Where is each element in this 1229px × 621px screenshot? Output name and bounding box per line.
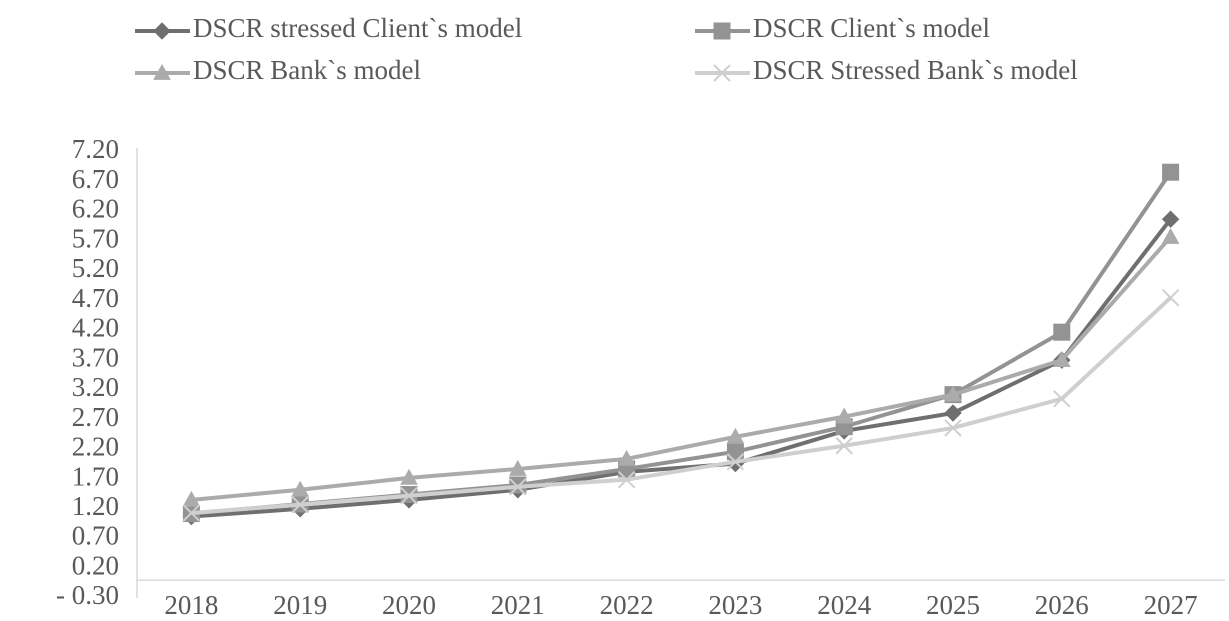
x-tick-label: 2027 xyxy=(1144,590,1198,620)
legend-marker xyxy=(713,64,731,82)
y-tick-label: 6.70 xyxy=(72,164,119,194)
point-marker xyxy=(726,427,745,444)
point-marker xyxy=(291,495,309,514)
y-tick-label: 1.20 xyxy=(72,491,119,521)
x-tick-label: 2025 xyxy=(926,590,980,620)
legend-label: DSCR Client`s model xyxy=(753,13,990,43)
legend-marker xyxy=(153,22,171,40)
y-tick-label: 1.70 xyxy=(72,461,119,491)
x-tick-label: 2026 xyxy=(1035,590,1089,620)
x-tick-label: 2021 xyxy=(491,590,545,620)
y-tick-label: 4.70 xyxy=(72,283,119,313)
y-tick-label: 0.20 xyxy=(72,550,119,580)
point-marker xyxy=(944,419,962,437)
series-line xyxy=(191,296,1172,515)
point-marker xyxy=(182,490,201,507)
y-tick-label: 0.70 xyxy=(72,521,119,551)
point-marker xyxy=(291,480,310,497)
legend-label: DSCR Stressed Bank`s model xyxy=(753,55,1078,85)
point-marker xyxy=(509,478,527,496)
point-marker xyxy=(835,407,854,424)
point-marker xyxy=(944,385,962,402)
point-marker xyxy=(1052,351,1071,368)
point-marker xyxy=(617,449,636,466)
point-marker xyxy=(1162,163,1180,181)
y-tick-label: 5.20 xyxy=(72,253,119,283)
legend-marker xyxy=(713,22,731,40)
legend-label: DSCR Bank`s model xyxy=(193,55,421,85)
point-marker xyxy=(1053,390,1071,408)
y-tick-label: 3.70 xyxy=(72,342,119,372)
point-marker xyxy=(944,404,962,422)
x-tick-label: 2024 xyxy=(817,590,872,620)
point-marker xyxy=(1161,288,1180,307)
legend-label: DSCR stressed Client`s model xyxy=(193,13,522,43)
point-marker xyxy=(400,468,418,485)
y-tick-label: 2.70 xyxy=(72,402,119,432)
point-marker xyxy=(617,470,636,489)
point-marker xyxy=(726,453,745,471)
x-tick-label: 2018 xyxy=(164,590,218,620)
x-tick-label: 2020 xyxy=(382,590,436,620)
series-line xyxy=(191,235,1173,502)
series-line xyxy=(191,171,1173,516)
y-tick-label: 5.70 xyxy=(72,223,119,253)
point-marker xyxy=(1161,210,1180,228)
y-tick-label: 2.20 xyxy=(72,432,119,462)
y-tick-label: - 0.30 xyxy=(56,580,119,610)
y-tick-label: 3.20 xyxy=(72,372,119,402)
x-tick-label: 2019 xyxy=(273,590,327,620)
x-tick-label: 2023 xyxy=(708,590,762,620)
y-tick-label: 4.20 xyxy=(72,313,119,343)
point-marker xyxy=(1053,323,1071,341)
point-marker xyxy=(182,504,201,522)
point-marker xyxy=(1161,228,1180,244)
x-tick-label: 2022 xyxy=(600,590,654,620)
y-tick-label: 7.20 xyxy=(72,134,119,164)
point-marker xyxy=(400,487,418,505)
series-line xyxy=(191,217,1173,519)
point-marker xyxy=(835,437,853,455)
y-tick-label: 6.20 xyxy=(72,194,119,224)
point-marker xyxy=(508,459,527,476)
legend-marker xyxy=(153,63,171,80)
